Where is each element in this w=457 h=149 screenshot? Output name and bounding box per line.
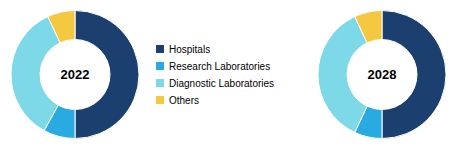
html-text:Others: Others [169, 94, 199, 106]
html-text:Hospitals: Hospitals [169, 43, 211, 55]
svg-text:2028: 2028 [368, 67, 397, 82]
svg-text:2022: 2022 [61, 67, 90, 82]
html-text:Diagnostic Laboratories: Diagnostic Laboratories [169, 77, 275, 89]
html-text:Research Laboratories: Research Laboratories [169, 60, 271, 72]
